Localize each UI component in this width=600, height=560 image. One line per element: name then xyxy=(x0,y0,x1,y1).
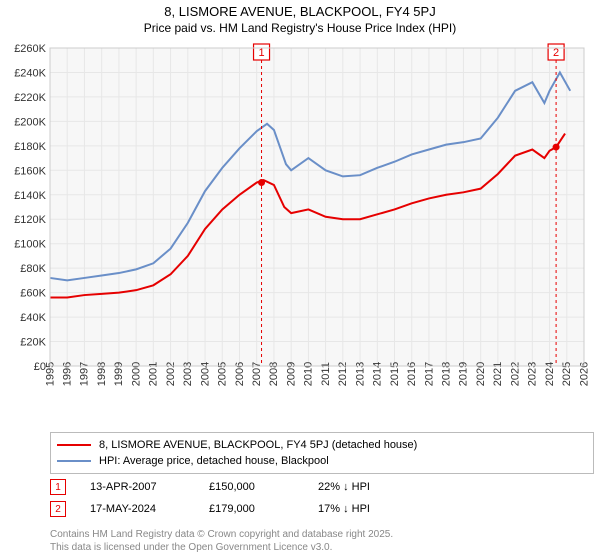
chart-legend: 8, LISMORE AVENUE, BLACKPOOL, FY4 5PJ (d… xyxy=(50,432,594,474)
legend-swatch xyxy=(57,460,91,462)
svg-text:2008: 2008 xyxy=(268,362,280,386)
svg-text:£220K: £220K xyxy=(14,92,46,104)
svg-text:2016: 2016 xyxy=(406,362,418,386)
event-delta: 17% ↓ HPI xyxy=(318,503,370,515)
event-price: £150,000 xyxy=(209,481,294,493)
svg-text:2006: 2006 xyxy=(234,362,246,386)
svg-text:2023: 2023 xyxy=(527,362,539,386)
title-address: 8, LISMORE AVENUE, BLACKPOOL, FY4 5PJ xyxy=(0,4,600,19)
svg-text:2025: 2025 xyxy=(561,362,573,386)
svg-text:£240K: £240K xyxy=(14,67,46,79)
svg-text:2002: 2002 xyxy=(165,362,177,386)
svg-text:2017: 2017 xyxy=(423,362,435,386)
footer-attribution: Contains HM Land Registry data © Crown c… xyxy=(50,528,393,554)
svg-text:2003: 2003 xyxy=(182,362,194,386)
svg-text:2012: 2012 xyxy=(337,362,349,386)
svg-text:£20K: £20K xyxy=(20,337,46,349)
svg-text:1996: 1996 xyxy=(62,362,74,386)
svg-text:£80K: £80K xyxy=(20,263,46,275)
chart-page: 8, LISMORE AVENUE, BLACKPOOL, FY4 5PJ Pr… xyxy=(0,0,600,560)
svg-text:2022: 2022 xyxy=(509,362,521,386)
footer-line: Contains HM Land Registry data © Crown c… xyxy=(50,528,393,541)
legend-swatch xyxy=(57,444,91,446)
svg-text:2004: 2004 xyxy=(199,362,211,386)
event-marker-icon: 2 xyxy=(50,501,66,517)
event-delta: 22% ↓ HPI xyxy=(318,481,370,493)
svg-text:£40K: £40K xyxy=(20,312,46,324)
title-subtitle: Price paid vs. HM Land Registry's House … xyxy=(0,21,600,35)
event-row: 2 17-MAY-2024 £179,000 17% ↓ HPI xyxy=(50,498,580,520)
legend-label: 8, LISMORE AVENUE, BLACKPOOL, FY4 5PJ (d… xyxy=(99,439,417,451)
svg-text:£140K: £140K xyxy=(14,190,46,202)
svg-text:£260K: £260K xyxy=(14,43,46,55)
svg-text:2013: 2013 xyxy=(354,362,366,386)
transaction-events: 1 13-APR-2007 £150,000 22% ↓ HPI 2 17-MA… xyxy=(50,476,580,520)
svg-text:£160K: £160K xyxy=(14,165,46,177)
svg-text:2014: 2014 xyxy=(372,362,384,386)
event-price: £179,000 xyxy=(209,503,294,515)
footer-line: This data is licensed under the Open Gov… xyxy=(50,541,393,554)
legend-label: HPI: Average price, detached house, Blac… xyxy=(99,455,329,467)
svg-text:1998: 1998 xyxy=(96,362,108,386)
svg-text:2007: 2007 xyxy=(251,362,263,386)
legend-item-property: 8, LISMORE AVENUE, BLACKPOOL, FY4 5PJ (d… xyxy=(57,437,587,453)
event-row: 1 13-APR-2007 £150,000 22% ↓ HPI xyxy=(50,476,580,498)
svg-text:2000: 2000 xyxy=(130,362,142,386)
svg-text:2005: 2005 xyxy=(217,362,229,386)
svg-text:2009: 2009 xyxy=(285,362,297,386)
svg-text:2015: 2015 xyxy=(389,362,401,386)
svg-text:1: 1 xyxy=(258,47,264,59)
svg-text:2020: 2020 xyxy=(475,362,487,386)
svg-text:£120K: £120K xyxy=(14,214,46,226)
svg-text:2018: 2018 xyxy=(440,362,452,386)
svg-text:£200K: £200K xyxy=(14,116,46,128)
legend-item-hpi: HPI: Average price, detached house, Blac… xyxy=(57,453,587,469)
svg-text:2021: 2021 xyxy=(492,362,504,386)
svg-text:2010: 2010 xyxy=(303,362,315,386)
svg-text:2001: 2001 xyxy=(148,362,160,386)
svg-text:2019: 2019 xyxy=(458,362,470,386)
svg-text:2: 2 xyxy=(553,47,559,59)
svg-text:1999: 1999 xyxy=(113,362,125,386)
price-chart: £0£20K£40K£60K£80K£100K£120K£140K£160K£1… xyxy=(4,42,592,412)
svg-text:£180K: £180K xyxy=(14,141,46,153)
svg-text:£60K: £60K xyxy=(20,288,46,300)
svg-text:£100K: £100K xyxy=(14,239,46,251)
event-date: 17-MAY-2024 xyxy=(90,503,185,515)
svg-text:2024: 2024 xyxy=(544,362,556,386)
event-marker-icon: 1 xyxy=(50,479,66,495)
chart-titles: 8, LISMORE AVENUE, BLACKPOOL, FY4 5PJ Pr… xyxy=(0,0,600,35)
event-date: 13-APR-2007 xyxy=(90,481,185,493)
svg-text:1997: 1997 xyxy=(79,362,91,386)
